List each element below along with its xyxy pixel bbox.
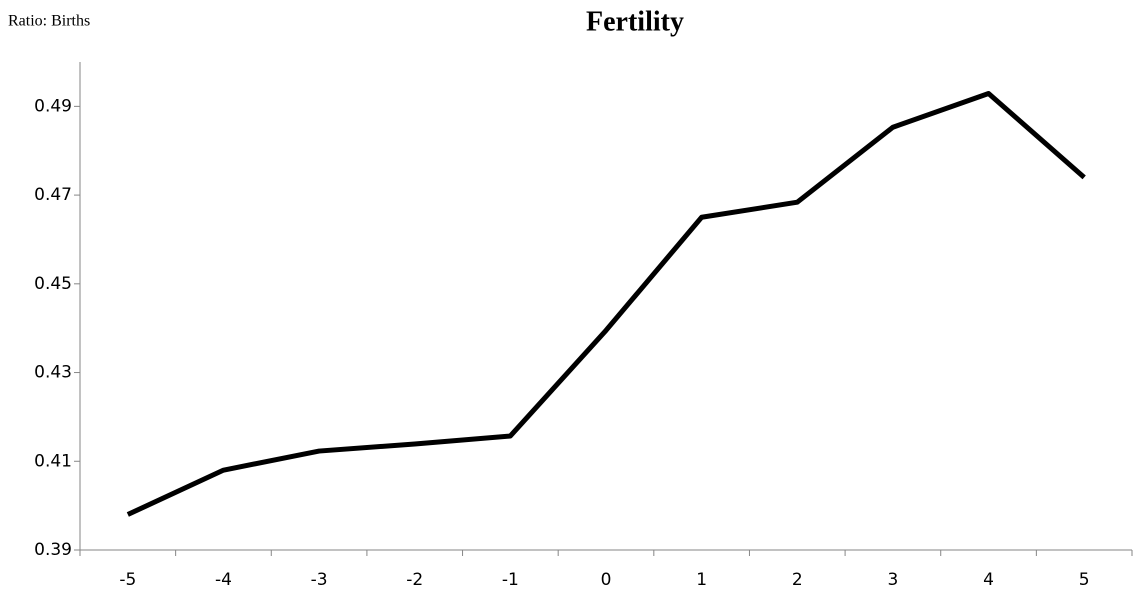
x-tick-label: 0 (601, 570, 612, 590)
x-tick-label: 2 (792, 570, 803, 590)
x-tick-label: -4 (215, 570, 232, 590)
chart-title: Fertility (586, 6, 684, 37)
x-tick-label: 3 (887, 570, 898, 590)
y-tick-label: 0.43 (34, 363, 72, 383)
y-axis-label: Ratio: Births (8, 13, 90, 30)
y-tick-label: 0.41 (34, 451, 72, 471)
x-tick-label: 4 (983, 570, 994, 590)
x-tick-label: 5 (1079, 570, 1090, 590)
x-tick-label: 1 (696, 570, 707, 590)
y-tick-label: 0.45 (34, 274, 72, 294)
x-tick-label: -3 (311, 570, 328, 590)
x-tick-label: -2 (406, 570, 423, 590)
y-tick-label: 0.39 (34, 540, 72, 560)
y-tick-label: 0.47 (34, 185, 72, 205)
x-tick-label: -5 (119, 570, 136, 590)
y-tick-label: 0.49 (34, 96, 72, 116)
line-series (126, 90, 1086, 517)
x-tick-label: -1 (502, 570, 519, 590)
